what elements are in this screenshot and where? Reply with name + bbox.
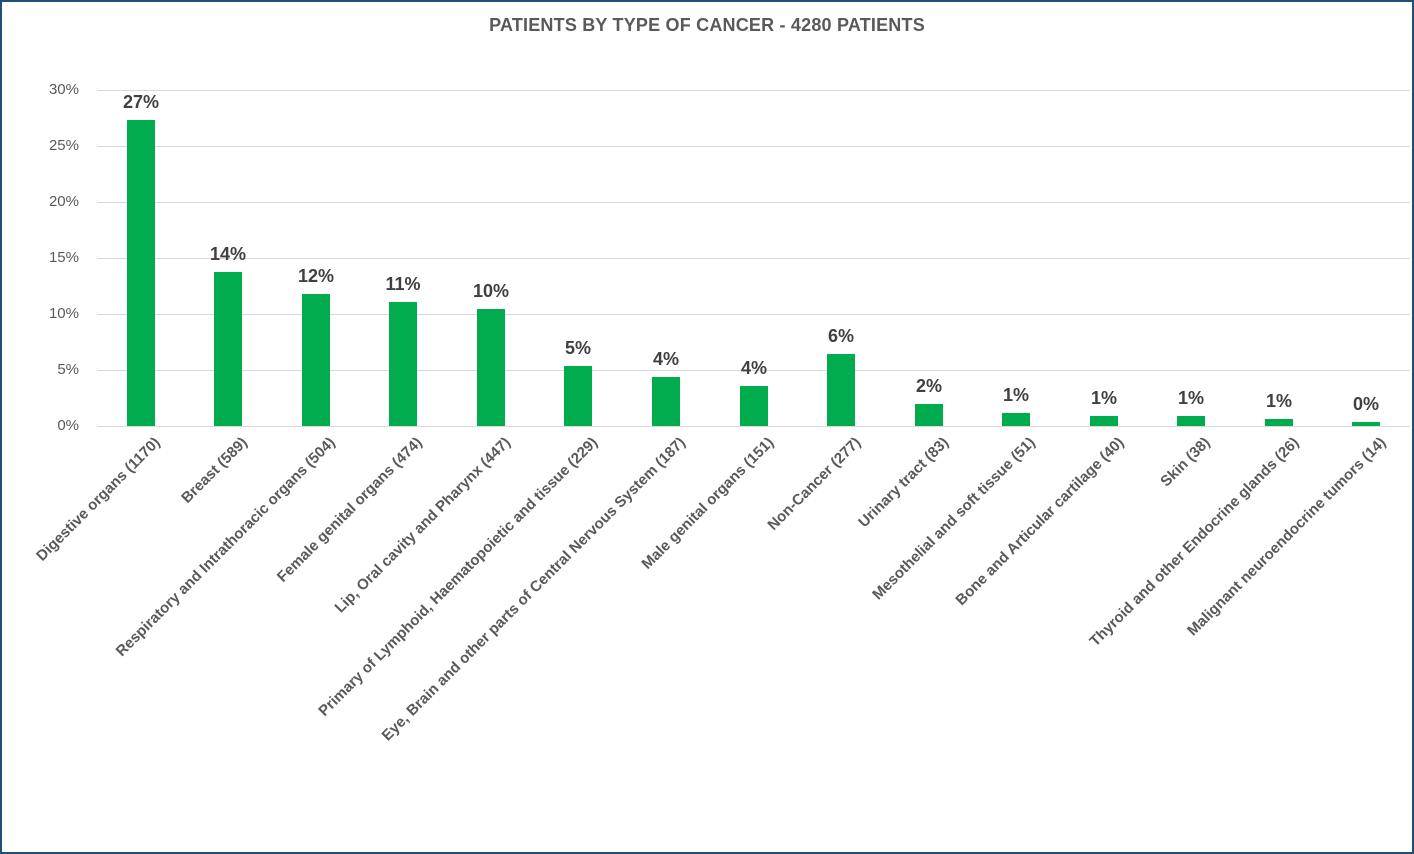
- bar-value-label: 1%: [1090, 388, 1118, 408]
- bar-value-label: 1%: [1002, 385, 1030, 405]
- y-axis-tick-label: 30%: [48, 81, 79, 98]
- category-label: Female genital organs (474): [274, 434, 427, 586]
- bar: [1177, 416, 1205, 426]
- y-axis-tick-label: 5%: [57, 361, 79, 378]
- gridline: [97, 314, 1410, 315]
- category-label: Eye, Brain and other parts of Central Ne…: [378, 434, 690, 745]
- bar: [740, 386, 768, 426]
- chart-title: PATIENTS BY TYPE OF CANCER - 4280 PATIEN…: [489, 15, 925, 35]
- category-label: Mesothelial and soft tissue (51): [869, 434, 1040, 604]
- category-label: Digestive organs (1170): [33, 434, 165, 565]
- bar-value-label: 11%: [385, 274, 421, 294]
- category-label: Urinary tract (83): [855, 434, 953, 531]
- category-label: Lip, Oral cavity and Pharynx (447): [331, 434, 515, 617]
- bar: [389, 302, 417, 426]
- bar-value-label: 4%: [740, 358, 768, 378]
- bar: [1002, 413, 1030, 426]
- bar-value-label: 10%: [472, 281, 510, 301]
- bar-value-label: 0%: [1352, 394, 1380, 414]
- bar-value-label: 27%: [122, 92, 160, 112]
- bar: [1090, 416, 1118, 426]
- gridline: [97, 426, 1410, 427]
- bar-value-label: 12%: [297, 266, 335, 286]
- bar: [302, 294, 330, 426]
- bar-value-label: 2%: [915, 376, 943, 396]
- bar-value-label: 6%: [827, 326, 855, 346]
- bar-value-label: 1%: [1265, 391, 1293, 411]
- bar-value-label: 14%: [209, 244, 247, 264]
- y-axis-tick-label: 0%: [57, 417, 79, 434]
- bar: [827, 354, 855, 426]
- bar-value-label: 5%: [564, 338, 592, 358]
- category-label: Breast (589): [178, 434, 252, 507]
- bar: [477, 309, 505, 426]
- bar: [127, 120, 155, 426]
- bar: [564, 366, 592, 426]
- bar-value-label: 1%: [1177, 388, 1205, 408]
- gridline: [97, 90, 1410, 91]
- y-axis-tick-label: 10%: [48, 305, 79, 322]
- bar: [652, 377, 680, 426]
- bar: [915, 404, 943, 426]
- category-label: Bone and Articular cartilage (40): [952, 434, 1128, 609]
- category-label: Malignant neuroendocrine tumors (14): [1183, 434, 1390, 640]
- y-axis-tick-label: 20%: [48, 193, 79, 210]
- gridline: [97, 370, 1410, 371]
- bar-value-label: 4%: [652, 349, 680, 369]
- category-label: Non-Cancer (277): [764, 434, 865, 534]
- gridline: [97, 202, 1410, 203]
- y-axis-tick-label: 25%: [48, 137, 79, 154]
- y-axis-tick-label: 15%: [48, 249, 79, 266]
- bar: [1265, 419, 1293, 426]
- gridline: [97, 146, 1410, 147]
- bar: [1352, 422, 1380, 426]
- bar: [214, 272, 242, 426]
- category-label: Skin (38): [1157, 434, 1215, 491]
- gridline: [97, 258, 1410, 259]
